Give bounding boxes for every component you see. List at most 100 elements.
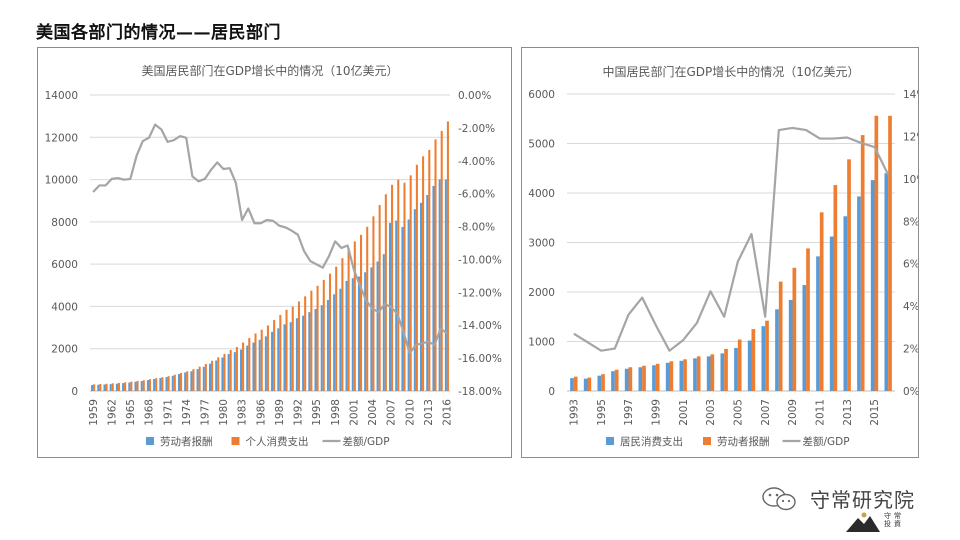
bar-个人消费支出-1961 — [105, 383, 108, 391]
bar-居民消费支出-1994 — [583, 378, 588, 391]
bar-劳动者报酬-1986 — [258, 339, 261, 391]
x-tick-label: 2007 — [760, 399, 772, 426]
line-series-差额/GDP — [573, 126, 890, 352]
bar-个人消费支出-2000 — [347, 247, 350, 391]
bar-个人消费支出-2013 — [428, 149, 431, 391]
x-tick-label: 1962 — [106, 399, 118, 426]
bar-劳动者报酬-2006 — [382, 254, 385, 391]
bar-劳动者报酬-2013 — [847, 159, 851, 391]
bar-劳动者报酬-1966 — [134, 381, 137, 391]
bar-劳动者报酬-1992 — [295, 318, 298, 391]
bar-个人消费支出-1959 — [93, 384, 96, 391]
bar-个人消费支出-1974 — [186, 371, 189, 391]
china-household-chart: 中国居民部门在GDP增长中的情况（10亿美元） 0 1000 2000 3000 4000… — [528, 64, 926, 448]
bar-劳动者报酬-1995 — [601, 374, 605, 391]
bar-个人消费支出-1980 — [223, 353, 226, 391]
bar-劳动者报酬-1999 — [655, 363, 660, 391]
legend-label: 差额/GDP — [803, 435, 850, 448]
bar-个人消费支出-1968 — [148, 379, 152, 391]
bar-劳动者报酬-1981 — [227, 354, 230, 391]
x-tick-label: 2001 — [678, 399, 690, 426]
bar-居民消费支出-1998 — [638, 367, 643, 391]
legend-swatch-劳动者报酬 — [703, 437, 711, 445]
bar-个人消费支出-1998 — [335, 266, 338, 391]
bar-个人消费支出-1970 — [161, 377, 164, 391]
bar-个人消费支出-1971 — [167, 376, 170, 391]
chart-title: 中国居民部门在GDP增长中的情况（10亿美元） — [602, 64, 859, 79]
bar-居民消费支出-2012 — [829, 236, 834, 391]
bar-劳动者报酬-1985 — [252, 342, 255, 391]
y-right-tick-label: 12% — [903, 131, 918, 143]
bar-劳动者报酬-2013 — [426, 195, 429, 391]
bar-个人消费支出-1995 — [316, 285, 319, 391]
bar-个人消费支出-2014 — [434, 139, 437, 391]
bar-个人消费支出-1993 — [304, 296, 307, 391]
y-right-tick-label: -6.00% — [458, 189, 495, 201]
bar-个人消费支出-2008 — [397, 179, 400, 391]
bar-劳动者报酬-2010 — [806, 248, 810, 391]
bar-劳动者报酬-1961 — [103, 384, 106, 391]
y-left-tick-label: 4000 — [51, 301, 78, 313]
y-left-tick-label: 0 — [548, 386, 555, 398]
us-household-chart-panel: 美国居民部门在GDP增长中的情况（10亿美元） 0 2000 4000 6000 8000… — [37, 47, 512, 458]
y-right-tick-label: 0% — [903, 386, 918, 398]
bar-居民消费支出-2003 — [706, 356, 711, 391]
bar-个人消费支出-1977 — [204, 363, 207, 391]
y-left-tick-label: 10000 — [45, 175, 78, 187]
x-tick-label: 1998 — [330, 399, 342, 426]
bar-个人消费支出-1972 — [173, 374, 176, 391]
bar-劳动者报酬-1997 — [326, 300, 329, 391]
bar-居民消费支出-2000 — [665, 362, 670, 391]
page-title: 美国各部门的情况——居民部门 — [36, 23, 281, 43]
bar-劳动者报酬-1991 — [289, 322, 292, 391]
bar-劳动者报酬-2001 — [683, 359, 687, 391]
bar-个人消费支出-2015 — [440, 130, 443, 391]
bar-个人消费支出-1973 — [180, 372, 183, 391]
bar-劳动者报酬-2016 — [888, 115, 892, 391]
y-left-tick-label: 2000 — [528, 287, 555, 299]
bar-个人消费支出-1982 — [235, 347, 238, 391]
bar-个人消费支出-2016 — [446, 121, 449, 391]
brand-seal-text: 守常 投資 — [884, 512, 904, 528]
bar-劳动者报酬-1977 — [202, 366, 205, 391]
bar-劳动者报酬-1994 — [308, 312, 311, 391]
bar-劳动者报酬-1998 — [642, 365, 646, 391]
y-right-tick-label: 2% — [903, 344, 918, 356]
x-tick-label: 1959 — [88, 399, 100, 426]
bar-劳动者报酬-2009 — [792, 267, 797, 391]
bar-个人消费支出-2006 — [384, 194, 387, 391]
bar-个人消费支出-1978 — [211, 360, 214, 391]
bar-个人消费支出-2011 — [415, 164, 418, 391]
x-tick-label: 2004 — [367, 399, 379, 426]
y-right-tick-label: 6% — [903, 259, 918, 271]
bar-劳动者报酬-2011 — [819, 212, 824, 391]
bar-劳动者报酬-2009 — [401, 226, 404, 391]
bar-个人消费支出-1966 — [136, 380, 139, 391]
bar-个人消费支出-1965 — [130, 381, 133, 391]
bar-个人消费支出-1975 — [192, 369, 195, 391]
bar-劳动者报酬-2001 — [351, 278, 354, 391]
x-tick-label: 1968 — [144, 399, 156, 426]
bar-居民消费支出-2014 — [857, 196, 861, 391]
bar-居民消费支出-2015 — [870, 180, 875, 391]
legend-label: 居民消费支出 — [620, 435, 683, 448]
line-series-差额/GDP — [92, 123, 448, 355]
us-household-chart: 美国居民部门在GDP增长中的情况（10亿美元） 0 2000 4000 6000 8000… — [45, 63, 502, 448]
bar-劳动者报酬-1971 — [165, 377, 168, 391]
brand-watermark: 守常研究院 守常 投資 — [760, 482, 950, 540]
bar-劳动者报酬-2000 — [669, 361, 674, 391]
y-left-tick-label: 6000 — [51, 259, 78, 271]
bar-劳动者报酬-1970 — [159, 377, 162, 391]
bar-劳动者报酬-2004 — [370, 267, 373, 391]
bar-劳动者报酬-1994 — [587, 377, 592, 391]
bar-劳动者报酬-1965 — [128, 382, 131, 391]
bar-个人消费支出-1991 — [291, 306, 294, 391]
x-tick-label: 2011 — [815, 399, 827, 426]
bar-居民消费支出-1997 — [624, 368, 629, 391]
legend-label: 个人消费支出 — [246, 435, 309, 448]
y-right-tick-label: -18.00% — [458, 386, 502, 398]
bar-劳动者报酬-1993 — [302, 315, 305, 391]
bar-劳动者报酬-2004 — [724, 348, 728, 391]
bar-劳动者报酬-2007 — [765, 320, 769, 391]
x-tick-label: 1971 — [162, 399, 174, 426]
